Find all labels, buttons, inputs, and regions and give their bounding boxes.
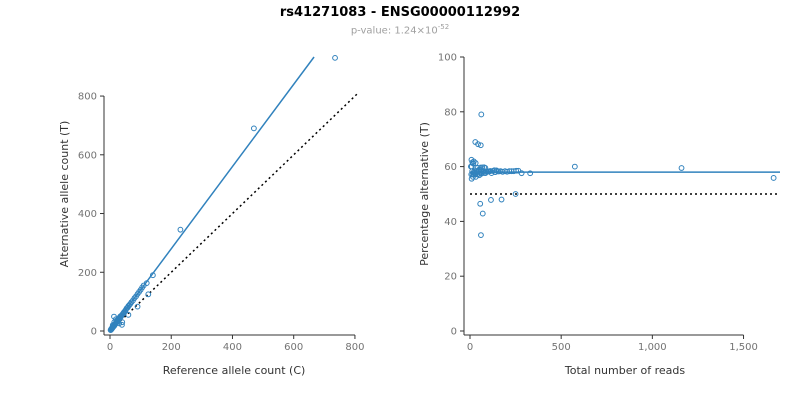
y-tick-label: 0 — [451, 327, 457, 338]
y-tick-label: 0 — [91, 327, 97, 338]
data-point — [119, 321, 125, 328]
y-tick-label: 600 — [78, 150, 97, 161]
data-point — [251, 125, 257, 132]
data-point — [131, 295, 138, 302]
y-tick-label: 100 — [438, 53, 457, 64]
x-tick-label: 500 — [552, 342, 571, 353]
data-point — [518, 170, 525, 177]
data-point — [472, 160, 479, 166]
x-axis-title: Reference allele count (C) — [163, 364, 306, 377]
data-point — [527, 170, 534, 177]
data-point — [478, 232, 484, 239]
data-point — [332, 54, 338, 61]
data-point — [177, 226, 184, 233]
identity-line — [109, 92, 359, 332]
data-point — [477, 142, 484, 149]
x-tick-label: 1,000 — [638, 342, 667, 353]
data-point — [479, 210, 486, 217]
data-point — [134, 303, 141, 310]
data-point — [513, 167, 520, 174]
chart-subtitle: p-value: 1.24×10-52 — [0, 23, 800, 36]
data-point — [770, 175, 777, 181]
y-tick-label: 800 — [78, 92, 97, 103]
data-point — [143, 280, 150, 287]
x-tick-label: 400 — [223, 342, 242, 353]
data-point — [149, 272, 156, 279]
data-point — [125, 311, 132, 318]
data-point — [488, 197, 494, 203]
y-tick-label: 400 — [78, 209, 97, 220]
y-tick-label: 200 — [78, 268, 97, 279]
data-point — [498, 196, 505, 203]
x-tick-label: 1,500 — [729, 342, 758, 353]
x-tick-label: 0 — [107, 342, 113, 353]
x-tick-label: 200 — [162, 342, 181, 353]
y-tick-label: 80 — [444, 107, 457, 118]
x-tick-label: 600 — [284, 342, 303, 353]
data-point — [119, 319, 126, 326]
data-point — [512, 191, 519, 197]
data-point — [478, 111, 485, 118]
y-tick-label: 20 — [444, 272, 457, 283]
data-point — [145, 291, 152, 298]
data-point — [678, 165, 685, 171]
data-point — [477, 200, 484, 207]
chart-title: rs41271083 - ENSG00000112992 — [279, 5, 521, 20]
pvalue-text: p-value: 1.24×10 — [350, 25, 438, 37]
y-tick-label: 60 — [444, 162, 457, 173]
x-tick-label: 800 — [345, 342, 364, 353]
data-point — [128, 299, 135, 306]
x-axis-title: Total number of reads — [564, 364, 685, 377]
data-point — [475, 141, 481, 148]
x-tick-label: 0 — [467, 342, 473, 353]
y-axis-title: Percentage alternative (T) — [418, 122, 431, 266]
pvalue-exponent: -52 — [437, 23, 450, 31]
data-point — [571, 163, 578, 170]
data-point — [479, 164, 486, 171]
y-tick-label: 40 — [444, 217, 457, 228]
y-axis-title: Alternative allele count (T) — [58, 121, 71, 268]
